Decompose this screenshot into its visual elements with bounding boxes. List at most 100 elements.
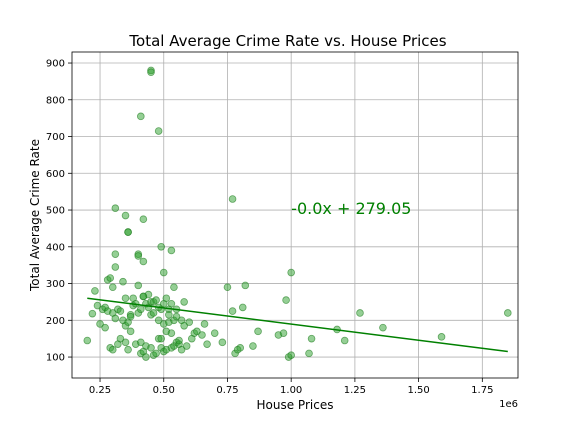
x-axis-offset-label: 1e6 [499, 399, 518, 410]
data-point [162, 294, 171, 303]
data-point [504, 309, 512, 317]
data-point [116, 334, 125, 343]
data-point [152, 349, 160, 358]
plot-area-frame [71, 51, 519, 379]
data-point [106, 274, 115, 282]
data-point [282, 296, 290, 304]
data-point [254, 327, 262, 336]
data-point [124, 345, 132, 354]
y-tick-label: 200 [46, 316, 65, 327]
data-point [167, 329, 176, 337]
data-point [108, 283, 117, 292]
data-point [287, 268, 295, 277]
data-point [437, 333, 446, 341]
data-point [157, 334, 166, 343]
x-tick-label: 1.50 [407, 385, 429, 396]
data-point [223, 283, 232, 292]
data-point [119, 277, 127, 286]
data-point [152, 296, 160, 304]
data-point [236, 344, 245, 352]
data-point [228, 307, 237, 315]
data-point [111, 204, 120, 213]
data-point [126, 312, 135, 321]
data-point [238, 303, 247, 312]
data-point [200, 320, 209, 328]
y-tick-label: 900 [46, 59, 65, 70]
data-point [93, 301, 102, 310]
data-point [177, 345, 186, 354]
data-point [249, 342, 257, 350]
data-point [147, 68, 155, 77]
y-tick-label: 500 [46, 206, 65, 217]
data-point [167, 246, 176, 255]
y-axis-label: Total Average Crime Rate [28, 139, 42, 292]
data-point [111, 314, 120, 323]
data-point [356, 309, 364, 317]
data-point [83, 336, 92, 345]
data-point [170, 283, 178, 292]
data-point [139, 215, 148, 224]
data-point [218, 338, 227, 347]
data-point [185, 318, 194, 326]
data-point [165, 310, 173, 319]
data-point [88, 309, 97, 318]
y-tick-label: 700 [46, 132, 65, 143]
data-point [108, 345, 117, 354]
regression-line [87, 297, 508, 353]
data-point [305, 349, 313, 358]
data-point [137, 112, 145, 121]
data-point [134, 281, 143, 290]
data-point [379, 323, 387, 332]
x-tick-label: 0.50 [153, 385, 175, 396]
data-point [157, 242, 166, 251]
data-point [96, 320, 104, 328]
data-point [154, 127, 163, 135]
data-point [121, 294, 130, 303]
x-tick-label: 1.25 [344, 385, 366, 396]
data-point [137, 338, 145, 347]
regression-equation: -0.0x + 279.05 [291, 199, 411, 218]
data-point [241, 281, 250, 290]
x-tick-label: 0.25 [89, 385, 111, 396]
data-point [340, 336, 349, 345]
data-point [101, 323, 109, 332]
data-point [139, 292, 148, 301]
x-tick-label: 1.00 [280, 385, 302, 396]
data-point [147, 344, 155, 352]
data-point [180, 298, 188, 306]
data-point [167, 299, 176, 308]
y-tick-label: 100 [46, 353, 65, 364]
data-point [159, 268, 168, 277]
data-point [198, 331, 206, 339]
x-tick-label: 1.75 [471, 385, 493, 396]
data-point [116, 307, 125, 315]
data-point [134, 252, 143, 260]
data-point [142, 353, 150, 361]
regression-line-group [87, 297, 508, 353]
data-point [193, 327, 201, 336]
axis-ticks: 0.25 0.50 0.75 1.00 1.25 1.50 1.75 100 200 300 400… [46, 59, 494, 396]
data-point [172, 312, 181, 321]
data-point [149, 309, 158, 317]
data-point [287, 351, 295, 360]
data-point [91, 287, 99, 295]
chart-title: Total Average Crime Rate vs. House Price… [128, 32, 446, 50]
data-point [228, 195, 237, 203]
data-point [154, 316, 163, 325]
data-point [121, 211, 130, 220]
data-point [137, 305, 145, 314]
data-point [279, 329, 288, 337]
y-tick-label: 800 [46, 95, 65, 106]
y-tick-label: 400 [46, 242, 65, 253]
data-point [126, 327, 135, 336]
data-point [203, 340, 211, 348]
grid-lines [72, 52, 518, 378]
data-point [121, 338, 130, 347]
data-point [307, 334, 316, 343]
data-point [139, 257, 148, 266]
data-point [175, 336, 183, 345]
data-point [111, 250, 120, 258]
x-tick-label: 0.75 [216, 385, 238, 396]
y-tick-label: 600 [46, 169, 65, 180]
data-point [111, 263, 120, 271]
